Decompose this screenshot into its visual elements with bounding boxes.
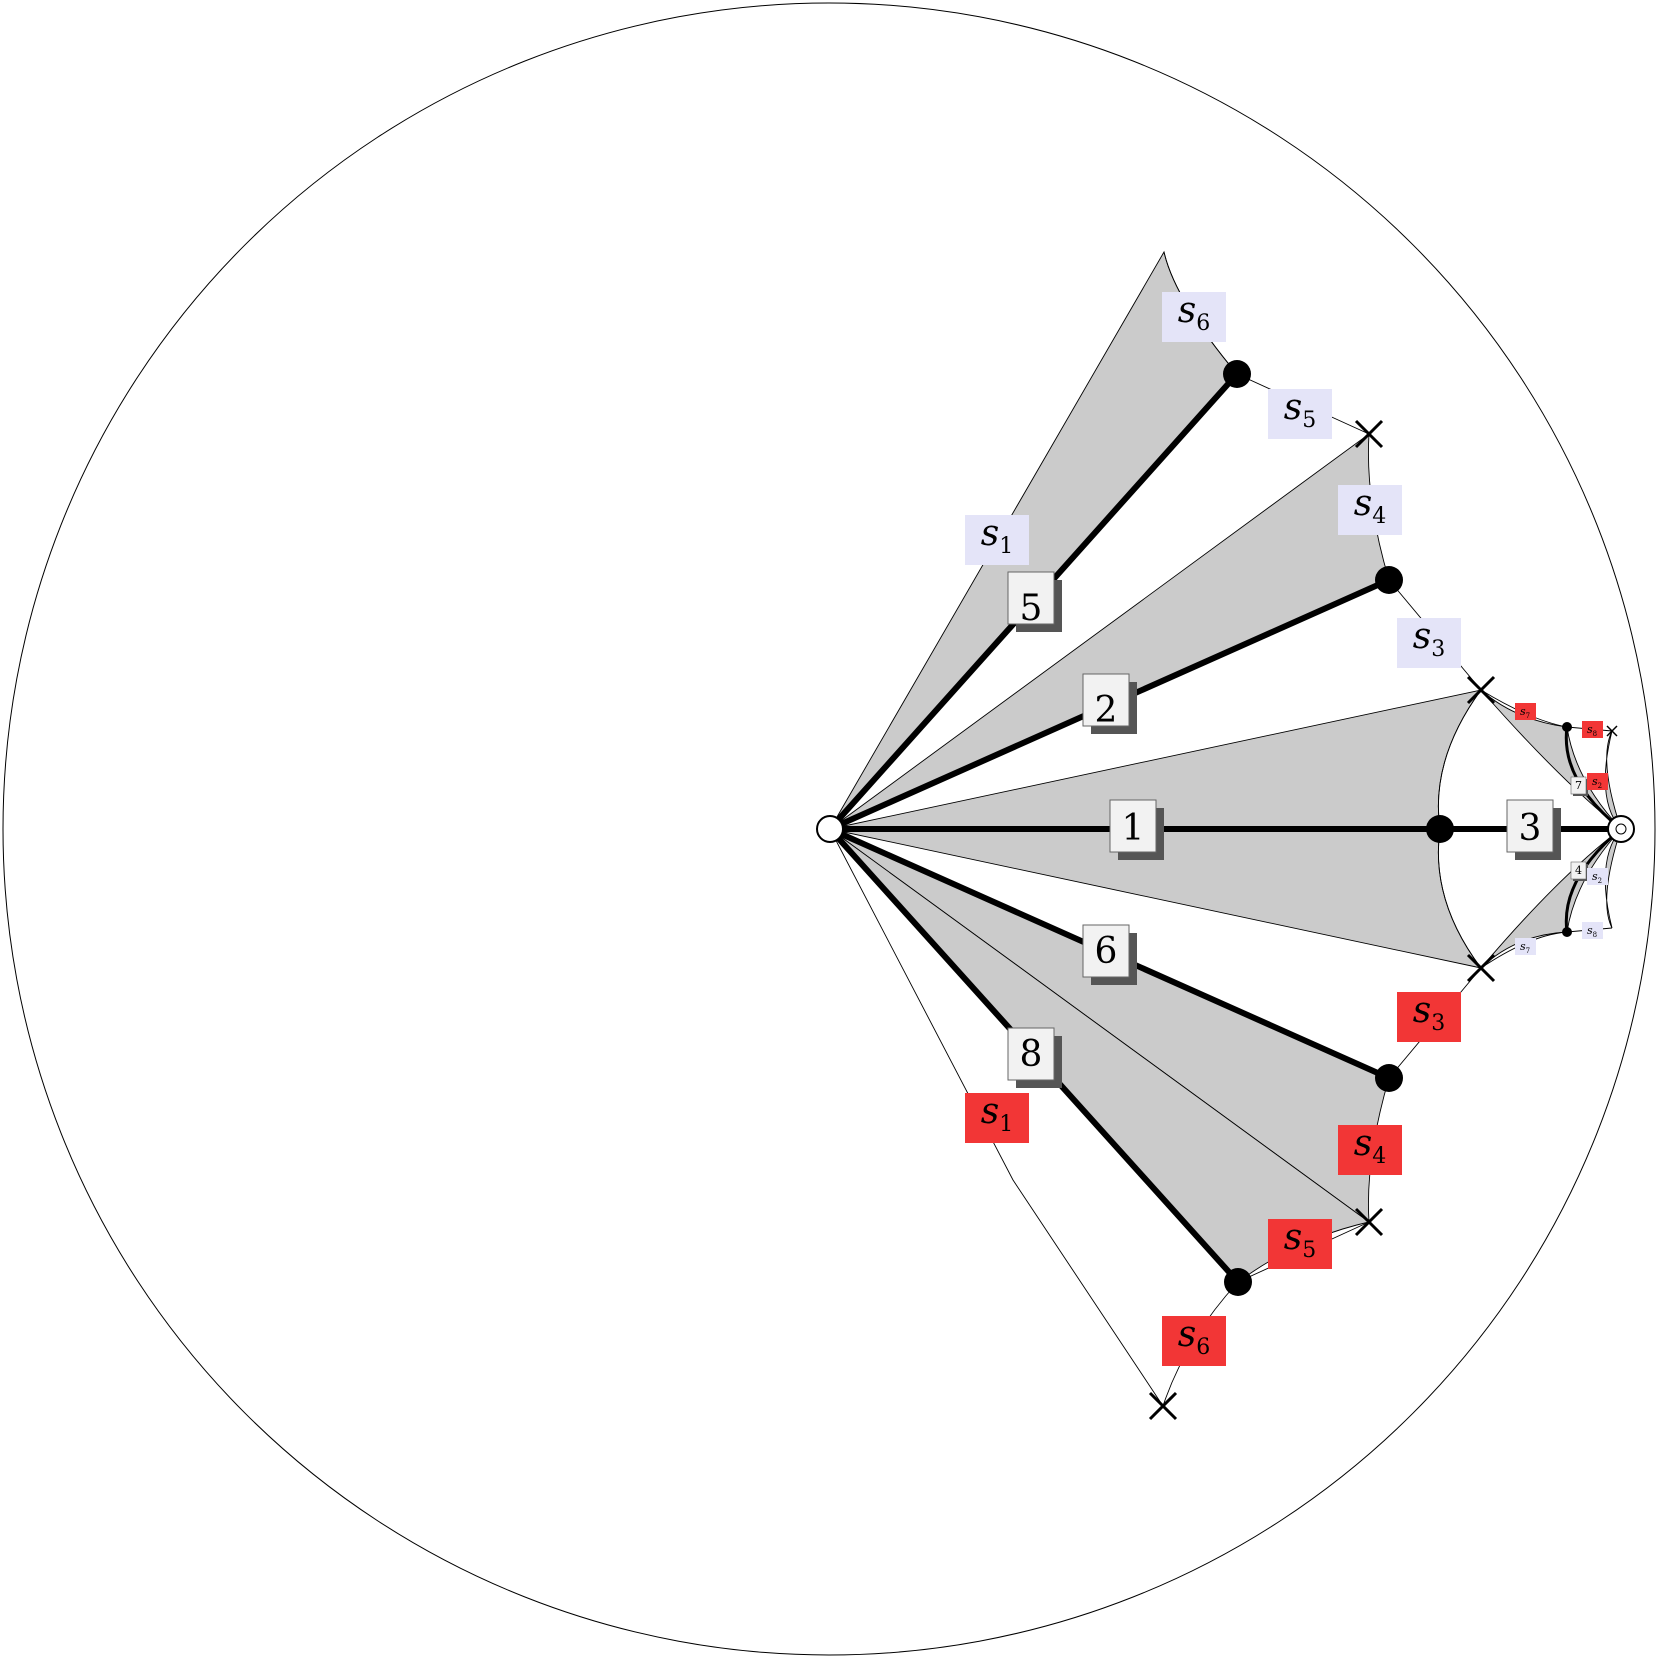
- lower-side-labels: s3 s1 s4 s5 s6 s7 s8 s2: [965, 703, 1608, 1366]
- svg-text:s1: s1: [981, 1091, 1013, 1137]
- edge-number-4: 4: [1570, 861, 1588, 881]
- lower-label-s4: s4: [1338, 1123, 1402, 1175]
- svg-text:3: 3: [1519, 808, 1542, 849]
- svg-text:4: 4: [1575, 864, 1582, 877]
- svg-text:s3: s3: [1413, 616, 1445, 662]
- thin-edge-arc-lower: [1437, 828, 1482, 969]
- cross-vertices: [1148, 419, 1618, 1421]
- edge-number-1: 1: [1109, 799, 1164, 860]
- svg-text:s7: s7: [1520, 940, 1530, 955]
- svg-text:s5: s5: [1284, 1217, 1316, 1263]
- vertex-dot-top: [1223, 360, 1251, 388]
- lower-label-s5: s5: [1268, 1217, 1332, 1269]
- cross-vertex-5: [1148, 1391, 1178, 1421]
- svg-text:7: 7: [1575, 779, 1582, 792]
- cross-vertex-4: [1354, 1207, 1384, 1237]
- cross-vertex-3: [1466, 953, 1496, 983]
- upper-label-s6: s6: [1162, 290, 1226, 342]
- lower-label-s8: s8: [1582, 721, 1603, 738]
- vertex-dot-lower: [1375, 1064, 1403, 1092]
- upper-label-s8: s8: [1582, 922, 1603, 939]
- edge-number-3: 3: [1506, 799, 1561, 860]
- upper-label-s7: s7: [1515, 938, 1536, 955]
- cross-vertex-1: [1354, 419, 1384, 449]
- edge-number-8: 8: [1007, 1027, 1062, 1088]
- cross-vertex-2: [1466, 675, 1496, 705]
- vertex-dot-middle: [1426, 815, 1454, 843]
- upper-label-s5: s5: [1268, 387, 1332, 439]
- thin-edge-arc-upper: [1437, 689, 1482, 830]
- lower-label-s1: s1: [965, 1091, 1029, 1143]
- svg-text:s4: s4: [1354, 483, 1386, 529]
- svg-text:s2: s2: [1592, 775, 1602, 790]
- vertex-dot-right-upper: [1562, 722, 1572, 732]
- upper-label-s2: s2: [1587, 868, 1608, 885]
- svg-text:s6: s6: [1178, 290, 1210, 336]
- open-vertices: [816, 815, 1635, 843]
- open-vertex-right-inner: [1615, 823, 1627, 835]
- vertex-dot-right-lower: [1562, 927, 1572, 937]
- svg-text:s5: s5: [1284, 387, 1316, 433]
- edge-number-7: 7: [1570, 776, 1588, 796]
- vertex-dot-bottom: [1224, 1268, 1252, 1296]
- filled-vertices: [1223, 360, 1572, 1296]
- svg-text:5: 5: [1020, 588, 1043, 629]
- svg-text:s7: s7: [1520, 705, 1530, 720]
- svg-text:1: 1: [1122, 808, 1145, 849]
- edge-number-5: 5: [1007, 571, 1062, 632]
- upper-label-s1: s1: [965, 513, 1029, 565]
- svg-text:s1: s1: [981, 513, 1013, 559]
- lower-label-s2: s2: [1587, 773, 1608, 790]
- lower-label-s7: s7: [1515, 703, 1536, 720]
- upper-side-labels: s6 s5 s4 s1 s3 s2 s7 s8: [965, 290, 1608, 955]
- svg-text:s3: s3: [1413, 990, 1445, 1036]
- svg-text:6: 6: [1095, 931, 1118, 972]
- edge-number-6: 6: [1082, 924, 1137, 985]
- cross-vertex-6: [1606, 725, 1618, 737]
- svg-text:s6: s6: [1178, 1314, 1210, 1360]
- thin-edge-lower-left: [829, 828, 1164, 1407]
- upper-label-s3: s3: [1397, 616, 1461, 668]
- svg-text:s2: s2: [1592, 870, 1602, 885]
- edge-number-boxes: 5 2 1 3 6 8 7: [1007, 571, 1588, 1088]
- open-vertex-center: [816, 815, 844, 843]
- edge-number-2: 2: [1082, 673, 1137, 734]
- svg-text:8: 8: [1020, 1034, 1043, 1075]
- svg-text:s8: s8: [1587, 924, 1597, 939]
- vertex-dot-upper: [1375, 566, 1403, 594]
- svg-text:s4: s4: [1354, 1123, 1386, 1169]
- svg-text:s8: s8: [1587, 723, 1597, 738]
- lower-label-s6: s6: [1162, 1314, 1226, 1366]
- lower-label-s3: s3: [1397, 990, 1461, 1042]
- svg-text:2: 2: [1095, 690, 1118, 731]
- shaded-sectors: [829, 250, 1622, 1283]
- upper-label-s4: s4: [1338, 483, 1402, 535]
